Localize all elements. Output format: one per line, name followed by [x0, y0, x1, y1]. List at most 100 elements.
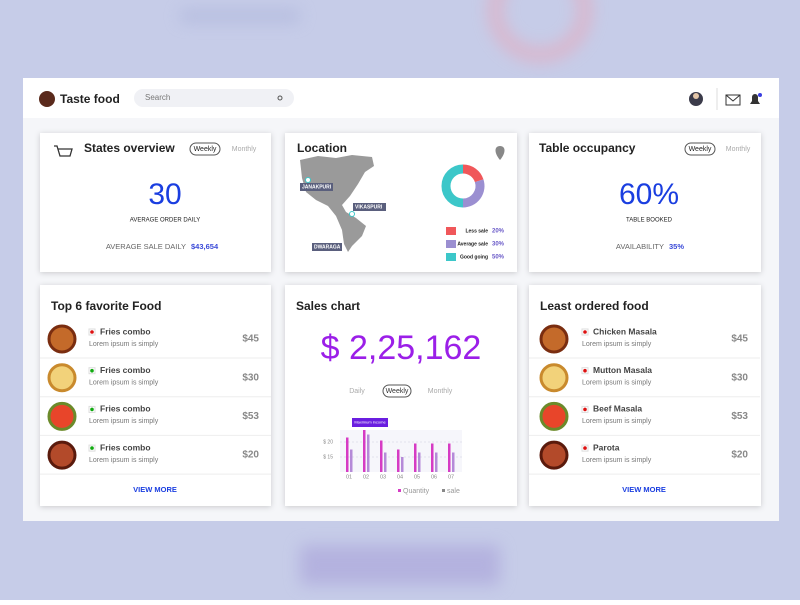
- logo: [39, 91, 55, 107]
- place-dot: [305, 177, 311, 183]
- x-tick-label: 07: [448, 474, 454, 480]
- brand: Taste food: [60, 92, 120, 106]
- annotation-box: [352, 418, 388, 427]
- legend-swatch: [398, 489, 401, 492]
- food-name: Fries combo: [100, 442, 151, 452]
- tab-pill[interactable]: [684, 142, 716, 156]
- view-more[interactable]: VIEW MORE: [622, 485, 666, 494]
- bar: [431, 443, 434, 472]
- food-price: $20: [731, 450, 748, 461]
- place-dot: [349, 211, 355, 217]
- food-price: $53: [731, 411, 748, 422]
- card-title: Top 6 favorite Food: [51, 299, 161, 313]
- food-indicator-dot: [583, 446, 587, 450]
- map: [300, 155, 374, 252]
- search-placeholder: Search: [145, 93, 170, 102]
- stat-value: 30: [148, 178, 181, 211]
- footer-label: AVAILABILITY: [616, 242, 664, 251]
- legend-value: 30%: [492, 242, 505, 248]
- food-desc: Lorem ipsum is simply: [89, 380, 159, 387]
- stat-label: TABLE BOOKED: [626, 218, 673, 224]
- bar: [414, 443, 417, 472]
- bell-icon[interactable]: [750, 94, 760, 104]
- food-desc: Lorem ipsum is simply: [89, 457, 159, 464]
- food-desc: Lorem ipsum is simply: [582, 418, 652, 425]
- food-name: Mutton Masala: [593, 365, 652, 375]
- donut-segment: [462, 179, 485, 208]
- food-desc: Lorem ipsum is simply: [89, 341, 159, 348]
- food-name: Beef Masala: [593, 404, 642, 414]
- sales-total: $ 2,25,162: [321, 329, 482, 367]
- bar: [363, 430, 366, 472]
- bar: [384, 452, 387, 472]
- donut-segment: [462, 164, 484, 183]
- card-title: Sales chart: [296, 299, 360, 313]
- legend-swatch: [446, 240, 456, 248]
- bar: [452, 452, 455, 472]
- legend-swatch: [442, 489, 445, 492]
- bar: [367, 434, 370, 472]
- food-desc: Lorem ipsum is simply: [582, 380, 652, 387]
- card: [285, 285, 517, 506]
- place-label: VIKASPURI: [355, 204, 383, 210]
- place-tag: [312, 243, 342, 251]
- food-name: Fries combo: [100, 365, 151, 375]
- food-image: [539, 324, 569, 354]
- food-image: [47, 440, 77, 470]
- tab: Weekly: [194, 146, 217, 153]
- avatar-face: [693, 93, 699, 99]
- x-tick-label: 03: [380, 474, 386, 480]
- food-price: $30: [242, 372, 259, 383]
- y-tick-label: $ 15: [323, 454, 333, 460]
- card-title: Least ordered food: [540, 299, 649, 313]
- place-tag: [353, 203, 386, 211]
- food-price: $45: [242, 334, 259, 345]
- y-tick-label: $ 20: [323, 439, 333, 445]
- food-image: [539, 401, 569, 431]
- mail-icon[interactable]: [725, 94, 741, 106]
- food-image: [47, 324, 77, 354]
- card: [529, 285, 761, 506]
- food-name: Fries combo: [100, 326, 151, 336]
- legend-swatch: [446, 227, 456, 235]
- food-price: $53: [242, 411, 259, 422]
- search-box[interactable]: [134, 89, 294, 107]
- tab: Monthly: [726, 146, 751, 153]
- tab: Weekly: [386, 388, 409, 395]
- food-indicator-dot: [583, 407, 587, 412]
- food-indicator-dot: [90, 446, 94, 450]
- food-image: [47, 363, 77, 393]
- tab-pill[interactable]: [382, 384, 412, 398]
- food-indicator-dot: [90, 407, 94, 412]
- food-indicator-dot: [583, 368, 587, 373]
- food-desc: Lorem ipsum is simply: [582, 457, 652, 464]
- mail-flap: [725, 94, 741, 102]
- background-blur: [180, 0, 592, 585]
- food-name: Fries combo: [100, 404, 151, 414]
- notification-dot: [758, 93, 762, 97]
- tab: Daily: [349, 388, 365, 395]
- food-image: [47, 401, 77, 431]
- card: [40, 285, 271, 506]
- view-more[interactable]: VIEW MORE: [133, 485, 177, 494]
- x-tick-label: 05: [414, 474, 420, 480]
- cart-icon: [54, 145, 73, 157]
- footer-value: 35%: [669, 242, 684, 251]
- food-indicator-dot: [90, 368, 94, 373]
- tab-pill[interactable]: [189, 142, 221, 156]
- bar: [401, 457, 404, 472]
- x-tick-label: 06: [431, 474, 437, 480]
- food-name: Parota: [593, 442, 620, 452]
- bar: [435, 452, 438, 472]
- legend-label: Quantity: [403, 488, 430, 495]
- card-title: Location: [297, 141, 347, 155]
- bar: [380, 440, 383, 472]
- search-icon[interactable]: [277, 95, 283, 101]
- food-price: $20: [242, 450, 259, 461]
- bar: [418, 452, 421, 472]
- tab: Monthly: [428, 388, 453, 395]
- footer-value: $43,654: [191, 242, 219, 251]
- legend-swatch: [446, 253, 456, 261]
- card-title: Table occupancy: [539, 141, 636, 155]
